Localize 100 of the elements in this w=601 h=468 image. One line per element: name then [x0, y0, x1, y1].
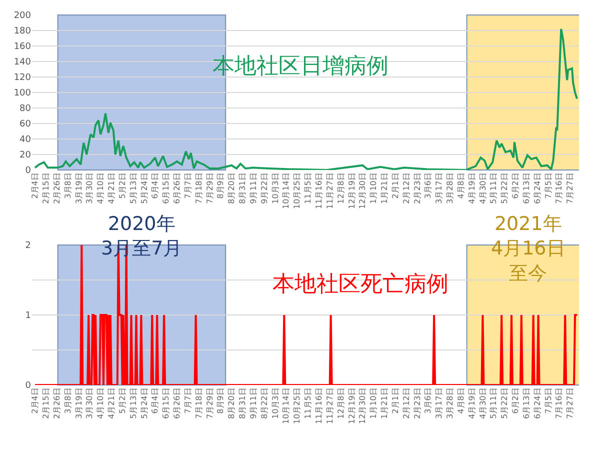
x-tick-label: 7月16日 [554, 172, 564, 204]
x-tick-label: 1月10日 [369, 172, 378, 204]
x-tick-label: 2月15日 [42, 172, 50, 204]
x-tick-label: 8月31日 [238, 388, 248, 419]
y-tick-label: 120 [14, 73, 32, 84]
x-tick-label: 5月13日 [128, 388, 138, 419]
x-tick-label: 3月6日 [424, 388, 433, 414]
x-tick-label: 5月22日 [500, 172, 510, 204]
x-tick-label: 3月17日 [434, 388, 444, 419]
x-tick-label: 4月10日 [96, 172, 106, 204]
x-tick-label: 2月15日 [42, 388, 50, 419]
x-tick-label: 5月13日 [128, 172, 138, 204]
x-tick-label: 11月16日 [314, 172, 324, 209]
y-tick-label: 140 [14, 58, 32, 68]
x-tick-label: 7月18日 [194, 388, 204, 419]
x-tick-label: 10月25日 [292, 388, 302, 424]
x-tick-label: 3月19日 [74, 388, 84, 419]
x-tick-label: 4月19日 [467, 388, 476, 419]
x-tick-label: 3月19日 [74, 172, 84, 204]
x-tick-label: 10月3日 [270, 388, 280, 419]
y-tick-label: 2 [25, 241, 31, 252]
x-tick-label: 5月2日 [118, 172, 127, 199]
x-tick-label: 7月27日 [566, 388, 575, 419]
y-tick-label: 40 [20, 135, 32, 146]
x-tick-label: 7月5日 [544, 172, 553, 199]
y-tick-label: 20 [20, 150, 32, 161]
x-tick-label: 7月29日 [205, 388, 214, 419]
x-tick-label: 8月20日 [227, 388, 236, 419]
line-series [34, 28, 578, 170]
x-tick-label: 1月21日 [380, 388, 390, 419]
y-tick-label: 100 [14, 88, 32, 99]
x-tick-label: 2月4日 [30, 172, 40, 199]
x-tick-label: 3月30日 [85, 172, 94, 204]
x-tick-label: 9月22日 [260, 172, 269, 204]
x-tick-label: 6月4日 [150, 172, 160, 199]
y-tick-label: 200 [14, 11, 32, 22]
x-tick-label: 7月5日 [544, 388, 553, 414]
x-tick-label: 4月19日 [467, 172, 476, 204]
x-tick-label: 2月26日 [52, 388, 62, 419]
x-tick-label: 12月8日 [336, 172, 346, 204]
x-tick-label: 9月11日 [248, 172, 258, 204]
y-tick-label: 0 [25, 166, 32, 176]
x-tick-label: 10月14日 [282, 172, 291, 209]
x-tick-label: 6月2日 [511, 388, 520, 414]
x-tick-label: 3月8日 [63, 388, 72, 414]
y-tick-label: 160 [14, 42, 32, 52]
x-tick-label: 5月11日 [489, 388, 498, 419]
x-tick-label: 8月9日 [216, 388, 226, 414]
x-tick-label: 4月30日 [478, 172, 488, 204]
x-tick-label: 6月15日 [162, 172, 171, 204]
x-tick-label: 6月26日 [172, 388, 182, 419]
x-tick-label: 2月26日 [52, 172, 62, 204]
x-tick-label: 6月24日 [532, 388, 542, 419]
x-tick-label: 8月22日 [260, 388, 269, 419]
x-tick-label: 12月8日 [336, 388, 346, 419]
text: 本地社区日增病例 [212, 54, 388, 79]
x-tick-label: 11月16日 [314, 388, 324, 424]
x-tick-label: 4月10日 [96, 388, 106, 419]
x-tick-label: 5月24日 [140, 388, 149, 419]
x-tick-label: 6月13日 [522, 388, 531, 419]
x-tick-label: 1月21日 [380, 172, 390, 204]
x-tick-label: 6月13日 [522, 172, 531, 204]
x-tick-label: 12月19日 [347, 172, 356, 209]
x-tick-label: 5月24日 [140, 172, 149, 204]
x-tick-label: 6月2日 [511, 172, 520, 199]
y-tick-label: 0 [25, 381, 32, 392]
x-tick-label: 8月20日 [227, 172, 236, 204]
x-tick-label: 5月2日 [118, 388, 127, 414]
x-tick-label: 4月8日 [456, 388, 466, 414]
x-tick-label: 6月15日 [162, 388, 171, 419]
x-tick-label: 12月30日 [358, 172, 368, 209]
x-tick-label: 11月27日 [325, 172, 334, 209]
x-tick-label: 3月28日 [446, 172, 455, 204]
text: 本地社区死亡病例 [272, 272, 449, 297]
x-tick-label: 5月22日 [500, 388, 510, 419]
x-tick-label: 7月7日 [183, 388, 192, 414]
x-tick-label: 8月9日 [216, 172, 226, 199]
x-tick-label: 4月30日 [478, 388, 488, 419]
x-tick-label: 3月30日 [85, 388, 94, 419]
y-tick-label: 60 [20, 120, 32, 130]
x-tick-label: 7月16日 [554, 388, 564, 419]
x-tick-label: 3月17日 [434, 172, 444, 204]
x-tick-label: 6月24日 [532, 172, 542, 204]
x-tick-label: 2月12日 [402, 172, 411, 204]
x-tick-label: 12月19日 [347, 388, 356, 424]
x-tick-label: 2月1日 [390, 388, 400, 414]
x-tick-label: 7月27日 [566, 172, 575, 204]
x-tick-label: 3月8日 [63, 172, 72, 199]
x-tick-label: 11月27日 [325, 388, 334, 424]
x-tick-label: 4月21日 [107, 388, 116, 419]
y-tick-label: 1 [25, 311, 31, 322]
x-tick-label: 11月5日 [304, 172, 313, 204]
x-tick-label: 6月4日 [150, 388, 160, 414]
x-tick-label: 7月29日 [205, 172, 214, 204]
x-tick-label: 2月4日 [30, 388, 40, 414]
y-tick-label: 180 [14, 26, 32, 37]
x-tick-label: 3月6日 [424, 172, 433, 199]
x-tick-label: 7月7日 [183, 172, 192, 199]
x-tick-label: 8月31日 [238, 172, 248, 204]
x-tick-label: 2月23日 [412, 172, 422, 204]
